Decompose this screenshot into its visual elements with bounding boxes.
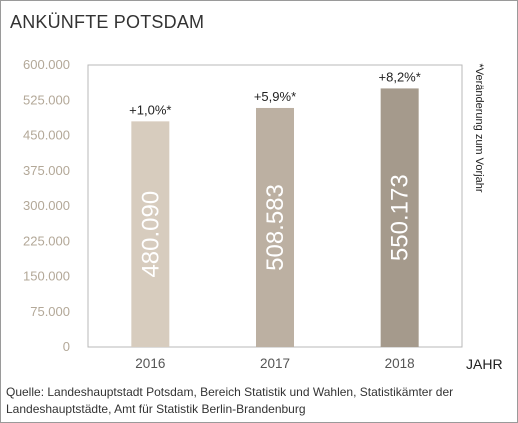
x-tick-label: 2018 [385,356,415,371]
change-label: +5,9%* [254,89,296,104]
x-axis-label: JAHR [466,356,503,372]
bar [131,121,170,347]
bar-value-label: 550.173 [387,174,414,261]
bar-value-label: 480.090 [137,191,164,278]
bar [256,107,294,347]
y-tick-label: 375.000 [23,163,70,178]
source-note: Quelle: Landeshauptstadt Potsdam, Bereic… [6,385,454,416]
bar-value-label: 508.583 [262,184,289,271]
y-tick-label: 0 [63,339,70,354]
y-tick-label: 525.000 [23,92,70,107]
bar [380,88,419,347]
y-tick-label: 225.000 [23,233,70,248]
x-tick-label: 2016 [135,356,165,371]
chart-title: ANKÜNFTE POTSDAM [10,12,205,32]
y-tick-label: 150.000 [23,269,70,284]
change-label: +8,2%* [379,69,421,84]
y-tick-label: 75.000 [30,304,70,319]
x-tick-label: 2017 [260,356,290,371]
change-label: +1,0%* [129,102,171,117]
side-note: *Veränderung zum Vorjahr [473,63,485,192]
y-tick-label: 600.000 [23,57,70,72]
y-tick-label: 450.000 [23,128,70,143]
y-tick-label: 300.000 [23,198,70,213]
